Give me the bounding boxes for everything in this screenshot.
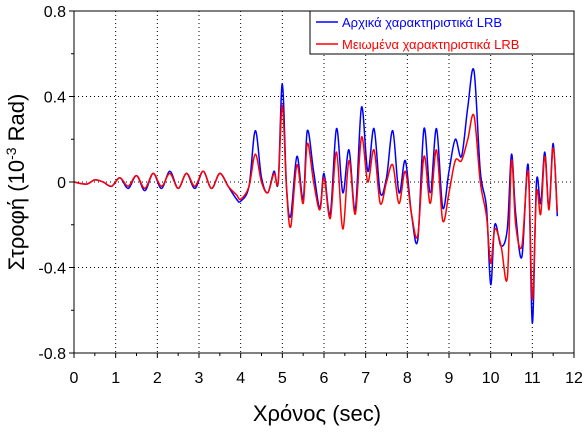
x-tick-label: 2 <box>153 370 162 387</box>
x-tick-label: 12 <box>565 370 583 387</box>
x-tick-label: 7 <box>361 370 370 387</box>
y-axis-title-superscript: -3 <box>3 147 19 160</box>
legend-box <box>309 10 575 55</box>
y-axis-title: Στροφή (10-3 Rad) <box>3 94 29 271</box>
y-axis-title-prefix: Στροφή (10 <box>4 160 29 270</box>
x-tick-label: 9 <box>445 370 454 387</box>
x-tick-label: 3 <box>195 370 204 387</box>
x-tick-label: 11 <box>524 370 541 387</box>
y-tick-label: 0 <box>57 175 66 192</box>
x-axis-title: Χρόνος (sec) <box>253 401 381 426</box>
x-tick-label: 5 <box>278 370 287 387</box>
legend-label-original: Αρχικά χαρακτηριστικά LRB <box>342 15 502 30</box>
tick-labels: 0 1 2 3 4 5 6 7 8 9 10 11 120.80.40-0.4-0.8 <box>38 4 583 387</box>
y-tick-label: 0.4 <box>44 90 66 107</box>
legend-label-reduced: Μειωμένα χαρακτηριστικά LRB <box>342 37 519 52</box>
x-tick-label: 1 <box>111 370 120 387</box>
tick-marks <box>69 10 575 358</box>
chart-grid <box>74 11 574 353</box>
chart-legend: Αρχικά χαρακτηριστικά LRB Μειωμένα χαρακ… <box>309 10 575 55</box>
x-tick-label: 6 <box>320 370 329 387</box>
series-line-reduced <box>73 104 559 301</box>
x-tick-label: 10 <box>482 370 500 387</box>
x-tick-label: 4 <box>236 370 245 387</box>
x-tick-label: 8 <box>403 370 412 387</box>
chart-series <box>73 68 559 324</box>
y-tick-label: -0.4 <box>38 261 66 278</box>
y-tick-label: -0.8 <box>38 346 66 363</box>
y-tick-label: 0.8 <box>44 4 66 21</box>
x-tick-label: 0 <box>70 370 79 387</box>
y-axis-title-suffix: Rad) <box>4 94 29 148</box>
